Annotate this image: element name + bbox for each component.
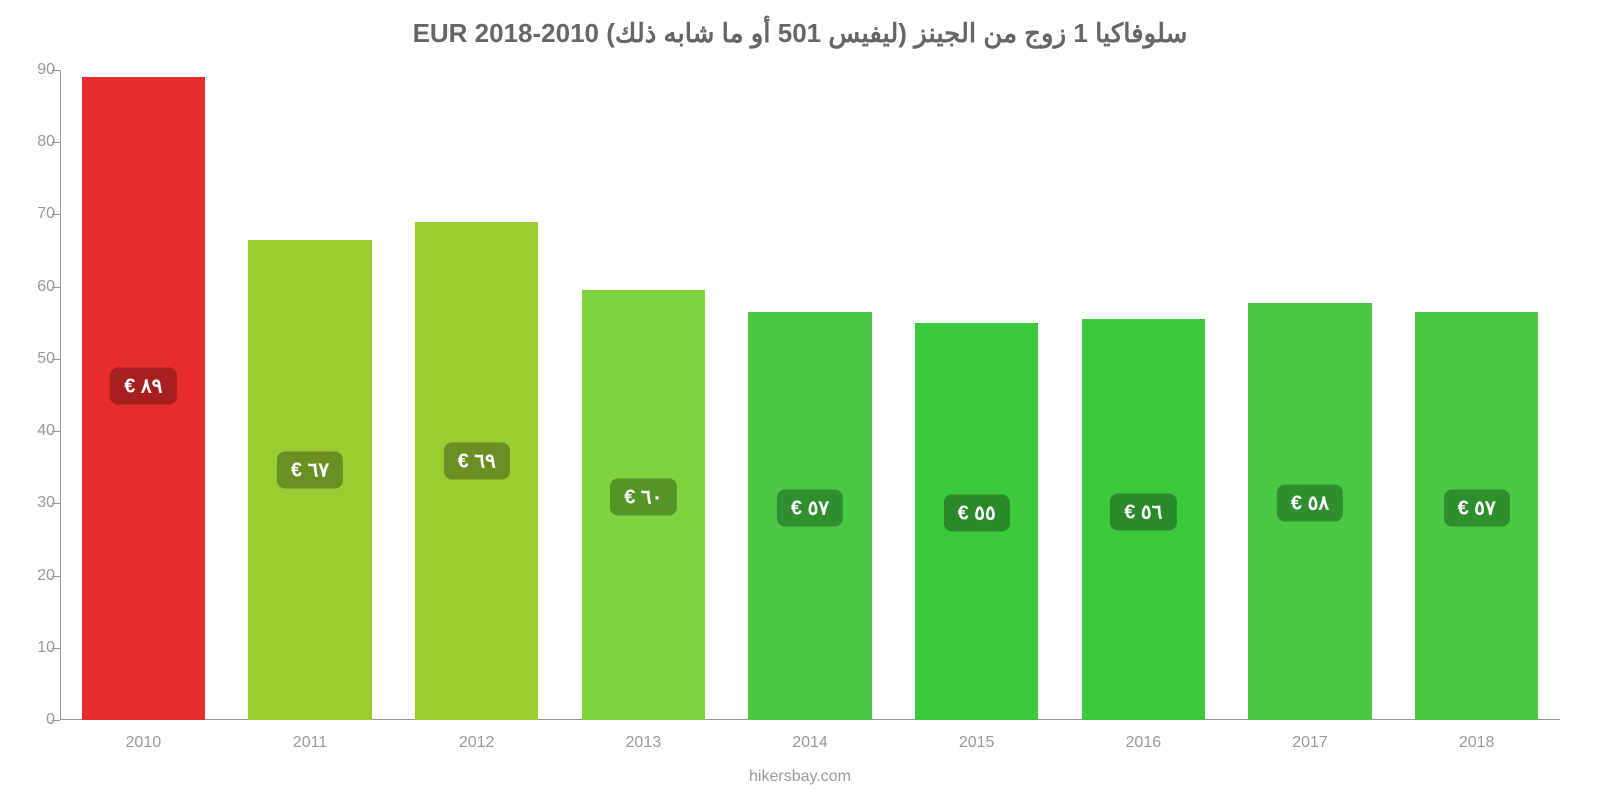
x-axis-label: 2011 [293, 734, 327, 752]
x-axis-label: 2015 [959, 734, 995, 752]
x-axis-label: 2012 [459, 734, 495, 752]
y-axis-label: 90 [15, 61, 55, 79]
y-axis-label: 60 [15, 278, 55, 296]
y-axis-label: 20 [15, 567, 55, 585]
bar-value-label: ٦٧ € [277, 452, 343, 489]
plot-area: ٨٩ €٦٧ €٦٩ €٦٠ €٥٧ €٥٥ €٥٦ €٥٨ €٥٧ € 010… [60, 70, 1560, 720]
chart-container: سلوفاكيا 1 زوج من الجينز (ليفيس 501 أو م… [0, 0, 1600, 800]
chart-title: سلوفاكيا 1 زوج من الجينز (ليفيس 501 أو م… [0, 18, 1600, 49]
y-axis-label: 50 [15, 350, 55, 368]
bars-group: ٨٩ € ٦٧ € ٦٩ € ٦٠ € ٥٧ € ٥٥ € ٥٦ € ٥٨ € ٥٧ € [60, 70, 1560, 720]
y-axis-label: 10 [15, 639, 55, 657]
x-axis-label: 2018 [1459, 734, 1495, 752]
x-axis-label: 2016 [1126, 734, 1162, 752]
x-axis-label: 2014 [792, 734, 828, 752]
bar-value-label: ٨٩ € [110, 367, 176, 404]
x-axis-label: 2010 [126, 734, 162, 752]
bar-value-label: ٥٧ € [777, 489, 843, 526]
bar-value-label: ٥٧ € [1444, 489, 1510, 526]
bar-value-label: ٥٨ € [1277, 484, 1343, 521]
y-axis-label: 70 [15, 205, 55, 223]
chart-footer: hikersbay.com [0, 768, 1600, 786]
y-axis-label: 0 [15, 711, 55, 729]
bar-value-label: ٥٥ € [944, 495, 1010, 532]
x-axis-label: 2017 [1292, 734, 1328, 752]
bar-value-label: ٦٩ € [444, 442, 510, 479]
y-axis-label: 30 [15, 494, 55, 512]
x-axis-label: 2013 [626, 734, 662, 752]
bar-value-label: ٦٠ € [610, 478, 676, 515]
y-axis-label: 40 [15, 422, 55, 440]
bar-value-label: ٥٦ € [1110, 493, 1176, 530]
y-axis-label: 80 [15, 133, 55, 151]
